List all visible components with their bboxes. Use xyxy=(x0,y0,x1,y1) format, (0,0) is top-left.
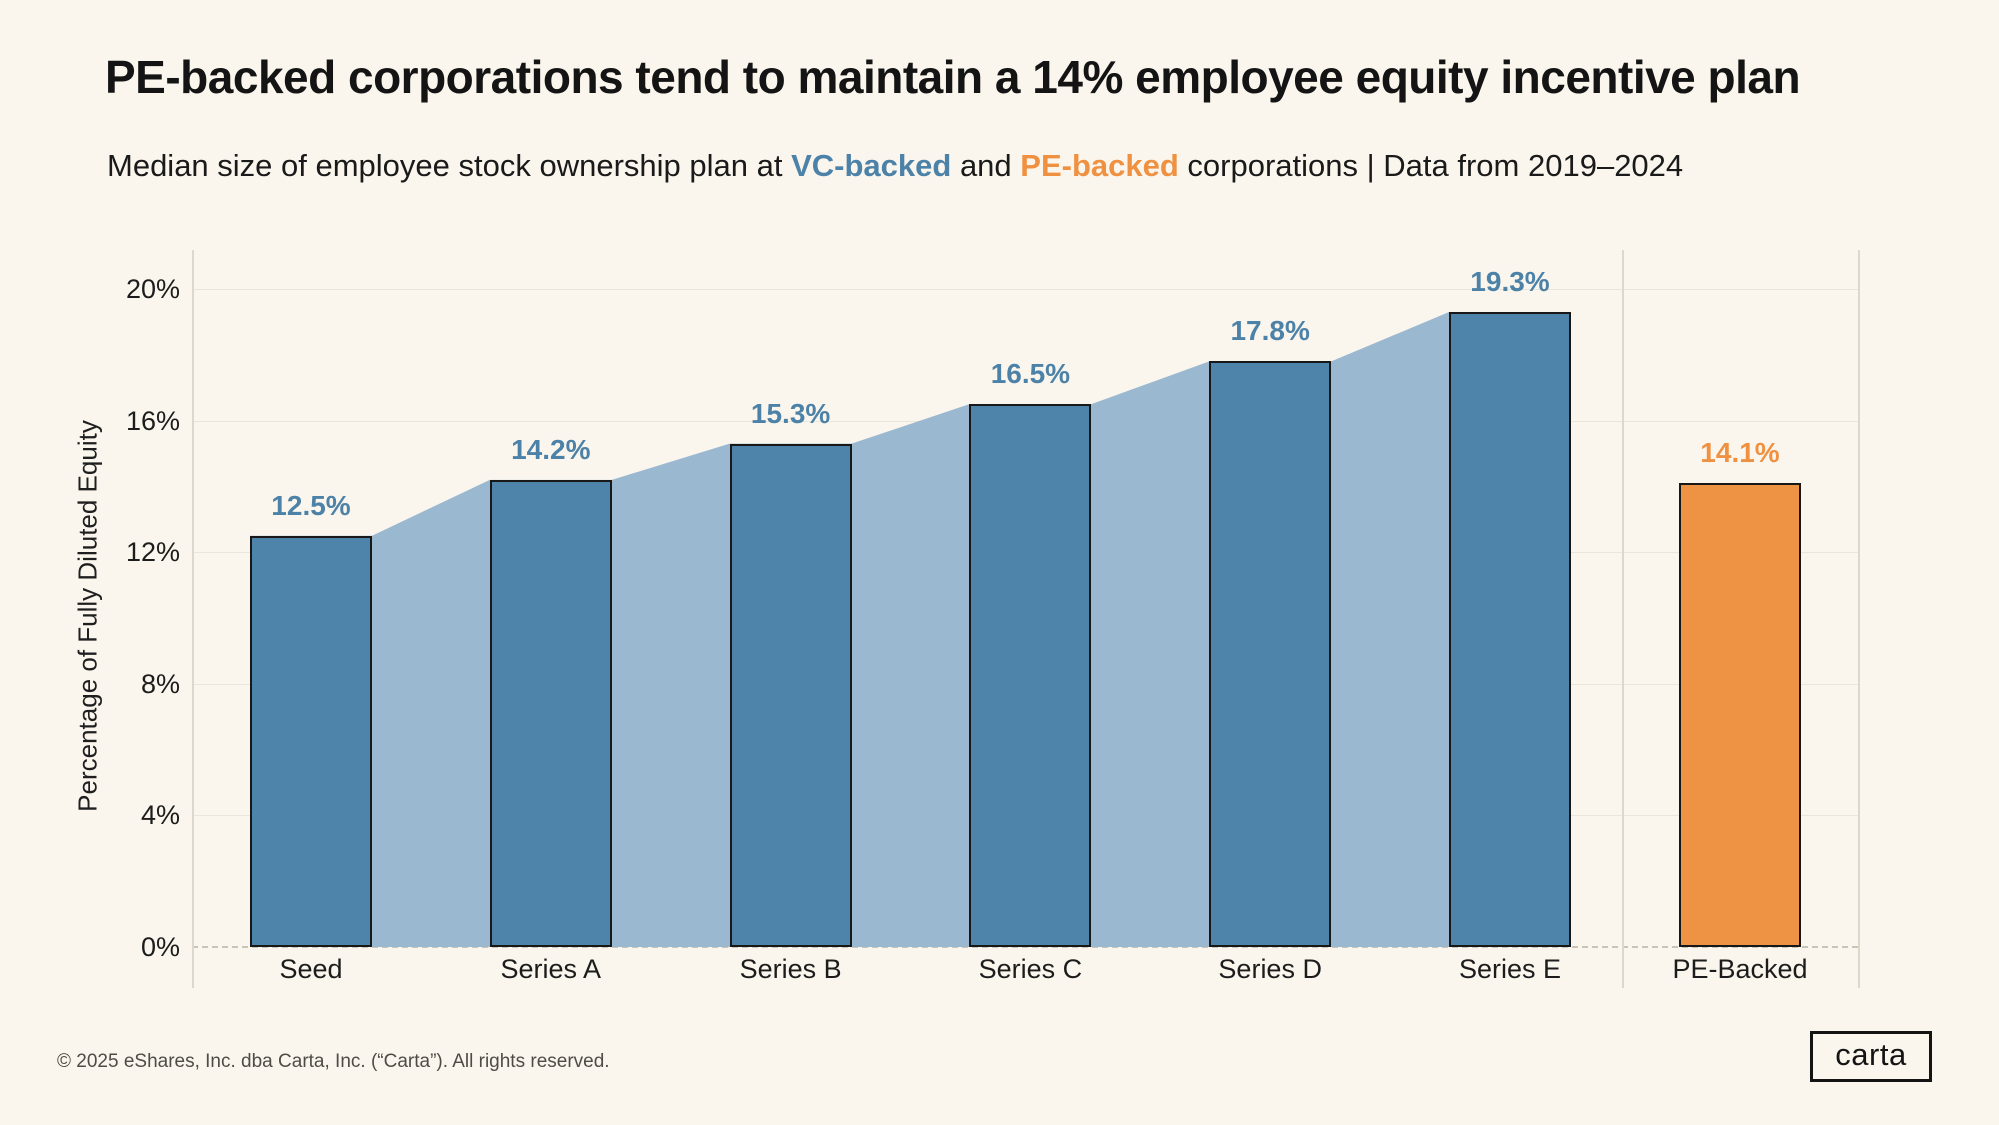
vc-bar xyxy=(1209,361,1332,947)
vc-bar xyxy=(969,404,1092,947)
copyright-text: © 2025 eShares, Inc. dba Carta, Inc. (“C… xyxy=(57,1051,610,1072)
vc-bar xyxy=(250,535,372,947)
y-tick-label: 0% xyxy=(140,932,180,962)
gridline xyxy=(192,289,1858,290)
section-divider-line xyxy=(1622,250,1624,988)
x-axis-label: Series A xyxy=(500,954,602,984)
vc-bar xyxy=(729,443,852,947)
vc-value-label: 19.3% xyxy=(1470,266,1550,298)
vc-bar xyxy=(489,479,612,947)
carta-logo-text: carta xyxy=(1835,1037,1907,1072)
vc-bar xyxy=(1449,312,1571,947)
x-axis-label: Series D xyxy=(1218,954,1322,984)
subtitle-pe-backed-label: PE-backed xyxy=(1020,148,1179,183)
subtitle-suffix: corporations | Data from 2019–2024 xyxy=(1178,148,1684,183)
carta-logo: carta xyxy=(1810,1031,1932,1082)
section-divider-line xyxy=(1858,250,1860,988)
vc-value-label: 12.5% xyxy=(271,489,351,521)
y-tick-label: 20% xyxy=(125,274,180,304)
y-tick-label: 12% xyxy=(125,537,180,568)
subtitle-prefix: Median size of employee stock ownership … xyxy=(107,148,792,183)
chart-subtitle: Median size of employee stock ownership … xyxy=(107,148,1683,184)
y-tick-label: 16% xyxy=(125,405,180,436)
x-axis-label: Seed xyxy=(279,954,343,984)
vc-value-label: 15.3% xyxy=(750,397,831,429)
vc-value-label: 16.5% xyxy=(990,358,1071,390)
y-tick-label: 8% xyxy=(140,668,180,699)
chart-title: PE-backed corporations tend to maintain … xyxy=(105,51,1801,103)
pe-value-label: 14.1% xyxy=(1700,437,1780,469)
x-axis-label: PE-Backed xyxy=(1672,954,1808,984)
x-axis-label: Series E xyxy=(1458,954,1562,984)
x-axis-label: Series C xyxy=(978,954,1083,984)
x-axis-label: Series B xyxy=(739,954,842,984)
y-tick-label: 4% xyxy=(140,800,180,831)
x-axis-baseline xyxy=(192,946,1858,948)
vc-value-label: 14.2% xyxy=(511,433,591,465)
y-axis-title: Percentage of Fully Diluted Equity xyxy=(72,420,103,812)
y-axis-line xyxy=(192,250,194,988)
subtitle-vc-backed-label: VC-backed xyxy=(791,148,952,183)
vc-value-label: 17.8% xyxy=(1230,315,1310,347)
subtitle-middle: and xyxy=(951,148,1021,183)
pe-bar xyxy=(1679,483,1801,947)
